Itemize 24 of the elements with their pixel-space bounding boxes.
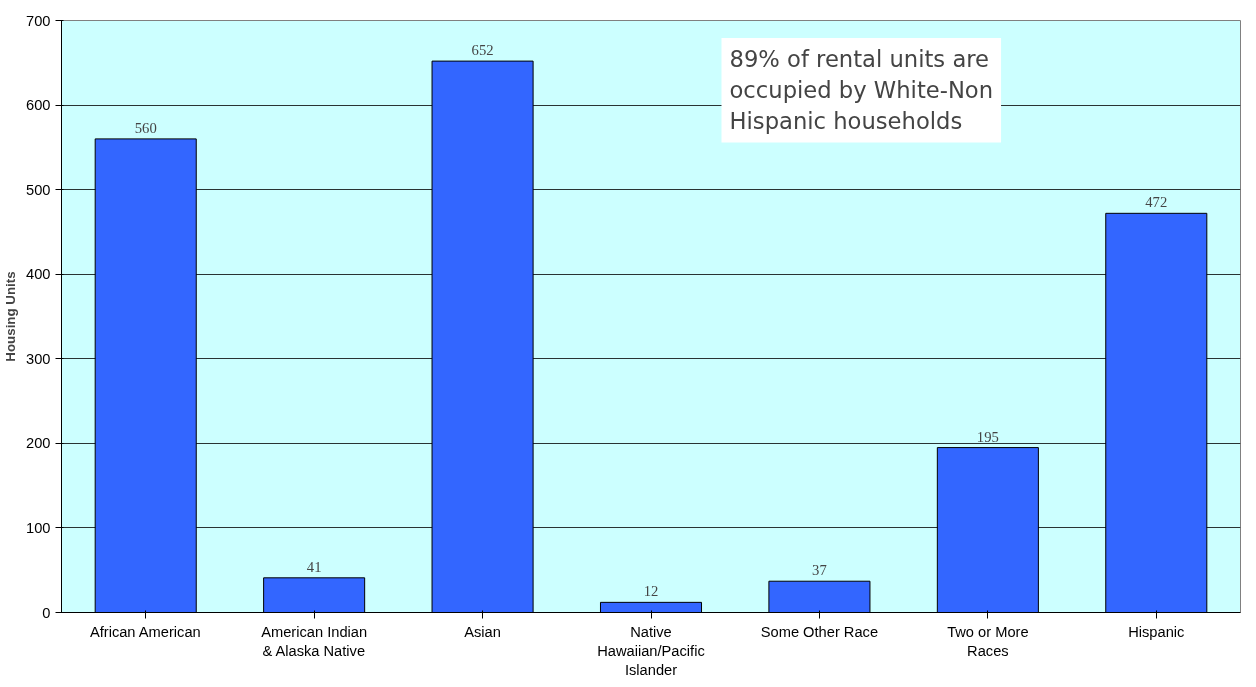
x-tick-label: Native Hawaiian/Pacific Islander <box>597 623 705 678</box>
y-axis-title: Housing Units <box>3 271 19 362</box>
y-tick-label: 400 <box>26 266 51 283</box>
x-tick-label: Hispanic <box>1128 623 1185 640</box>
annotation: 89% of rental units are occupied by White-Non Hispanic households <box>729 46 994 135</box>
y-tick-label: 600 <box>26 97 51 114</box>
data-label: 37 <box>812 562 827 579</box>
y-tick-label: 700 <box>26 12 51 29</box>
x-tick-label: Some Other Race <box>760 623 879 640</box>
data-label: 560 <box>134 119 157 136</box>
x-tick-label: Asian <box>464 623 501 640</box>
y-tick-label: 300 <box>26 350 51 367</box>
data-label: 195 <box>976 428 999 445</box>
data-label: 652 <box>471 42 494 59</box>
data-label: 41 <box>306 558 322 575</box>
x-tick-label: African American <box>89 623 201 640</box>
x-tick-label: American Indian & Alaska Native <box>261 623 368 659</box>
data-label: 472 <box>1145 194 1168 211</box>
y-tick-label: 500 <box>26 181 51 198</box>
x-tick-label: Two or More Races <box>947 623 1029 659</box>
y-tick-label: 100 <box>26 519 51 536</box>
y-tick-label: 200 <box>26 435 51 452</box>
data-label: 12 <box>643 583 659 600</box>
y-tick-label: 0 <box>42 604 51 621</box>
